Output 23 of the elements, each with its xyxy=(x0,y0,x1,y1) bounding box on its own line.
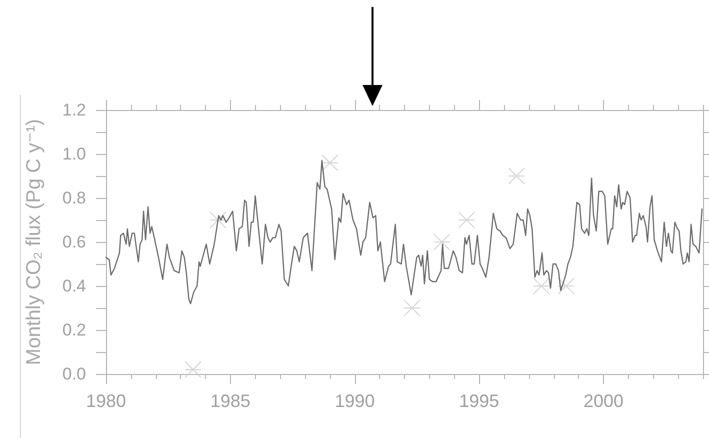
point xyxy=(321,154,338,172)
x-tick-label: 1980 xyxy=(86,391,126,411)
y-axis-title: Monthly CO₂ flux (Pg C y⁻¹) xyxy=(23,118,45,366)
y-tick-label: 0.4 xyxy=(62,276,86,296)
y-tick-label: 1.0 xyxy=(62,144,86,164)
x-tick-label: 1995 xyxy=(459,391,500,411)
y-tick-label: 1.2 xyxy=(62,100,86,120)
point xyxy=(558,277,575,295)
point xyxy=(209,211,227,229)
y-tick-label: 0.6 xyxy=(62,232,86,252)
x-tick-label: 1990 xyxy=(334,391,375,411)
y-tick-label: 0.8 xyxy=(62,188,86,208)
point xyxy=(532,277,550,295)
point xyxy=(508,167,526,185)
line-series xyxy=(105,160,703,304)
point xyxy=(403,299,421,317)
point xyxy=(433,233,450,251)
point xyxy=(184,361,202,378)
y-tick-label: 0.2 xyxy=(62,320,86,340)
x-tick-label: 1985 xyxy=(210,391,250,411)
y-tick-label: 0.0 xyxy=(62,364,86,384)
x-tick-label: 2000 xyxy=(583,391,624,411)
point xyxy=(458,211,476,229)
